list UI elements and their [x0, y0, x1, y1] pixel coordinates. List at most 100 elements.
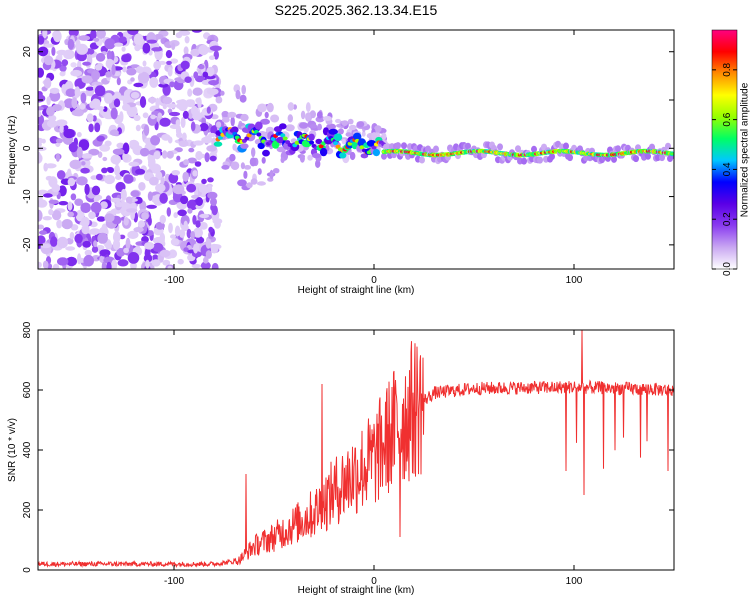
spectrogram-cell — [203, 256, 209, 264]
spectrogram-cell — [38, 114, 45, 125]
spectrogram-cell — [173, 212, 178, 219]
spectrogram-cell — [159, 214, 166, 224]
spectrogram-cell — [220, 90, 225, 96]
spectrogram-cell — [521, 157, 527, 165]
spectrogram-cell — [147, 191, 153, 201]
spectrogram-cell — [200, 261, 211, 269]
spectrogram-cell — [401, 142, 407, 150]
spectrogram-cell — [130, 77, 135, 82]
spectrogram-cell — [93, 37, 100, 42]
spectrogram-cell — [75, 39, 81, 52]
spectrogram-cell — [193, 243, 199, 254]
spectrogram-cell — [121, 46, 126, 52]
spectrogram-cell — [250, 178, 258, 185]
spectrogram-cell — [196, 236, 205, 244]
spectrogram-cell — [38, 261, 42, 269]
spectrogram-cell — [141, 212, 149, 220]
spectrogram-y-tick-label: 0 — [22, 145, 33, 151]
spectrogram-cell — [146, 204, 158, 209]
spectrogram-cell — [191, 30, 203, 33]
spectrogram-cell — [95, 173, 103, 181]
spectrogram-cell — [167, 66, 173, 77]
spectrogram-cell — [207, 191, 218, 199]
spectrogram-cell — [81, 224, 90, 235]
spectrogram-cell — [207, 177, 214, 183]
spectrogram-cell — [188, 147, 195, 153]
spectrogram-cell — [240, 113, 249, 122]
spectrogram-cell — [206, 66, 215, 77]
spectrogram-cell — [136, 66, 144, 74]
spectrogram-cell — [179, 229, 186, 238]
spectrogram-cell — [192, 87, 203, 96]
spectrogram-cell — [74, 198, 84, 206]
spectrogram-cell — [50, 236, 58, 247]
spectrogram-cells — [38, 30, 674, 269]
spectrogram-cell — [125, 196, 133, 204]
spectrogram-cell — [315, 116, 325, 123]
spectrogram-cell — [199, 213, 210, 219]
spectrogram-cell — [42, 30, 48, 39]
spectrogram-cell — [104, 213, 115, 223]
spectrogram-cell — [366, 140, 377, 147]
spectrogram-cell — [315, 138, 323, 145]
snr-y-tick-label: 0 — [22, 567, 33, 573]
spectrogram-cell — [43, 77, 52, 89]
spectrogram-cell — [168, 111, 181, 117]
spectrogram-cell — [114, 164, 121, 177]
spectrogram-cell — [90, 201, 102, 214]
spectrogram-cell — [361, 131, 366, 137]
spectrogram-cell — [328, 128, 339, 135]
spectrogram-y-tick-label: 20 — [22, 46, 33, 58]
spectrogram-cell — [316, 111, 323, 119]
spectrogram-cell — [58, 201, 69, 206]
spectrogram-cell — [221, 164, 230, 170]
spectrogram-cell — [221, 110, 229, 118]
spectrogram-cell — [51, 210, 62, 221]
spectrogram-cell — [81, 75, 93, 84]
snr-series-line — [38, 330, 674, 568]
spectrogram-cell — [195, 197, 203, 206]
spectrogram-cell — [101, 167, 108, 174]
spectrogram-cell — [93, 240, 98, 248]
colorbar-tick-label: 0.6 — [722, 112, 733, 126]
spectrogram-cell — [186, 183, 197, 193]
spectrogram-cell — [272, 168, 280, 174]
spectrogram-cell — [433, 145, 439, 153]
spectrogram-cell — [349, 151, 356, 161]
spectrogram-cell — [104, 140, 112, 147]
spectrogram-cell — [92, 98, 101, 109]
spectrogram-cell — [206, 106, 211, 114]
snr-y-tick-label: 800 — [22, 321, 33, 338]
spectrogram-cell — [207, 184, 213, 194]
spectrogram-cell — [213, 50, 219, 60]
spectrogram-cell — [372, 149, 380, 157]
spectrogram-cell — [152, 242, 164, 252]
spectrogram-cell — [70, 69, 83, 77]
spectrogram-cell — [182, 132, 187, 141]
spectrogram-cell — [135, 124, 141, 132]
spectrogram-cell — [145, 259, 150, 269]
spectrogram-cell — [61, 219, 73, 230]
spectrogram-cell — [176, 103, 184, 109]
spectrogram-cell — [148, 97, 157, 104]
spectrogram-cell — [120, 188, 127, 201]
spectrogram-cell — [107, 167, 115, 173]
spectrogram-cell — [51, 46, 56, 57]
spectrogram-cell — [210, 197, 217, 207]
spectrogram-cell — [70, 224, 79, 231]
spectrogram-cell — [202, 71, 209, 78]
spectrogram-cell — [68, 30, 79, 37]
spectrogram-cell — [96, 135, 105, 142]
spectrogram-cell — [104, 174, 115, 185]
spectrogram-cell — [515, 145, 521, 153]
spectrogram-cell — [76, 176, 88, 186]
spectrogram-cell — [112, 231, 121, 243]
spectrogram-cell — [61, 84, 67, 94]
spectrogram-cell — [309, 124, 318, 129]
spectrogram-cell — [74, 233, 83, 244]
spectrogram-cell — [333, 133, 343, 142]
spectrogram-cell — [150, 135, 161, 146]
spectrogram-cell — [56, 170, 66, 180]
spectrogram-cell — [395, 142, 401, 150]
spectrogram-cell — [280, 157, 285, 163]
